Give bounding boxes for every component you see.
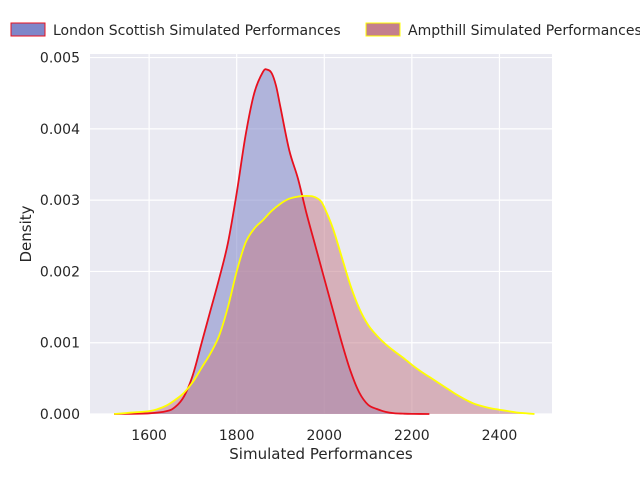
ampthill-density-line [114,194,535,415]
legend-label-london-scottish: London Scottish Simulated Performances [53,23,341,39]
y-tick-label: 0.000 [40,407,80,423]
y-tick-label: 0.004 [40,122,80,138]
x-tick-label: 2400 [482,428,518,444]
x-axis-title: Simulated Performances [229,445,413,463]
density-areas [114,68,535,415]
x-tick-label: 1800 [219,428,255,444]
london-scottish-density-line [114,68,430,415]
x-tick-label: 1600 [131,428,167,444]
legend: London Scottish Simulated Performances A… [10,22,640,39]
x-tick-label: 2200 [394,428,430,444]
ampthill-density-fill [114,195,535,414]
legend-label-ampthill: Ampthill Simulated Performances [408,23,640,39]
y-tick-label: 0.005 [40,51,80,67]
y-tick-label: 0.003 [40,193,80,209]
y-tick-label: 0.001 [40,336,80,352]
tick-labels: 1600 1800 2000 2200 2400 0.000 0.001 0.002 0.003… [40,51,517,444]
legend-swatch-london-scottish [10,22,46,37]
y-axis-title: Density [17,205,35,262]
legend-swatch-ampthill [365,22,401,37]
x-tick-label: 2000 [306,428,342,444]
y-tick-label: 0.002 [40,264,80,280]
